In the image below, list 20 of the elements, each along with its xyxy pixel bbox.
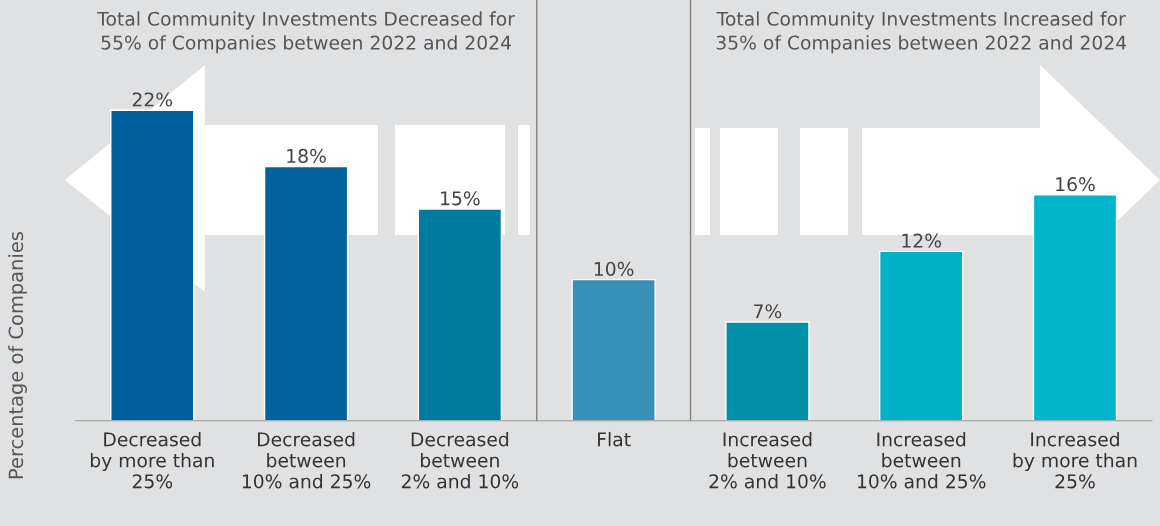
- x-tick-label: Decreased by more than 25%: [90, 431, 214, 489]
- data-label: 18%: [287, 148, 326, 164]
- bar: [571, 278, 656, 421]
- bar: [725, 321, 810, 421]
- data-label: 12%: [902, 233, 942, 248]
- data-label: 16%: [1056, 177, 1095, 192]
- x-tick-label: Increased between 10% and 25%: [857, 431, 986, 489]
- data-label: 10%: [594, 261, 634, 276]
- y-axis-title: Percentage of Companies: [8, 232, 27, 479]
- text: Total Community Investments Decreased for 55% of Companies between 2022 and 2024: [97, 11, 515, 54]
- x-tick-label: Decreased between 10% and 25%: [242, 431, 371, 489]
- x-tick-label: Decreased between 2% and 10%: [401, 431, 519, 489]
- text: Total Community Investments Increased for 35% of Companies between 2022 and 2024: [716, 11, 1127, 54]
- bar: [878, 250, 964, 421]
- x-tick-label: Increased between 2% and 10%: [709, 431, 826, 489]
- data-label: 22%: [132, 92, 173, 107]
- data-label: 7%: [754, 304, 782, 319]
- x-tick-label: Increased by more than 25%: [1013, 431, 1137, 489]
- data-label: 15%: [441, 191, 480, 206]
- x-tick-label: Flat: [598, 431, 631, 447]
